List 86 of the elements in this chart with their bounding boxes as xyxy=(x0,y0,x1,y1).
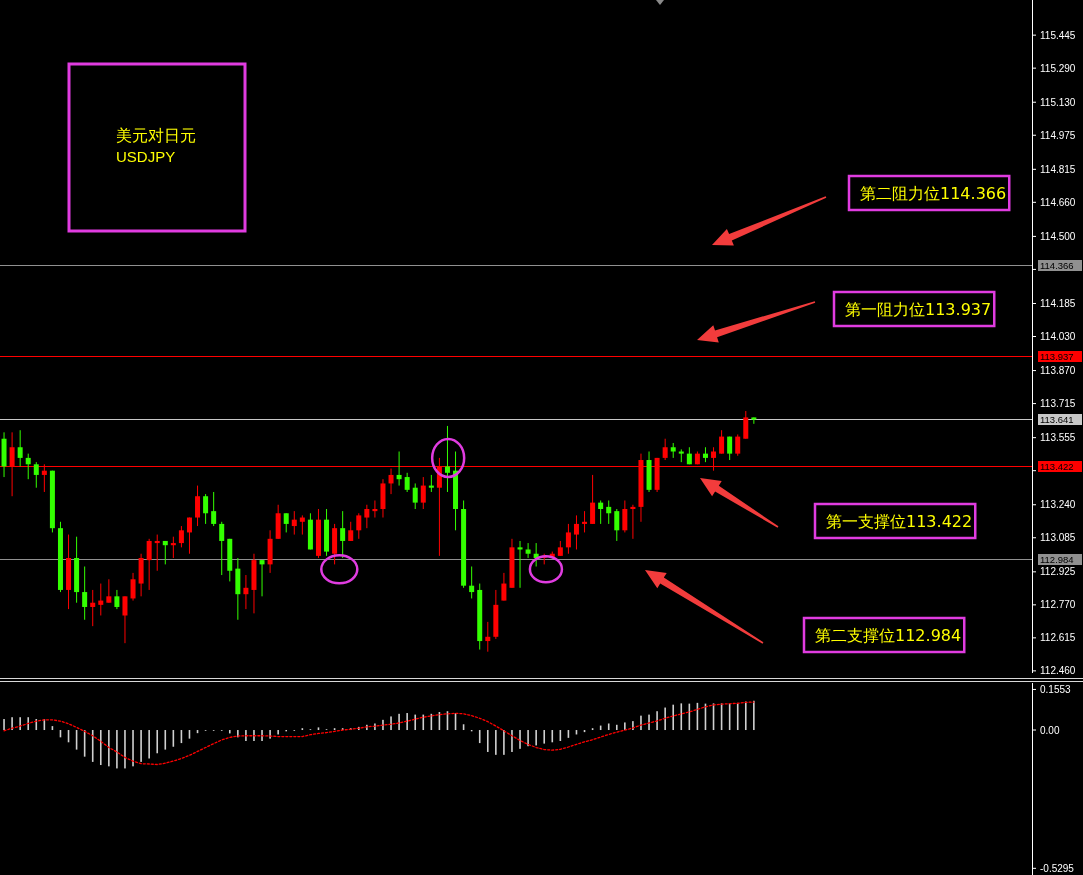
candlestick xyxy=(412,482,418,510)
annotation: 第一阻力位113.937 xyxy=(845,299,992,319)
candlestick xyxy=(356,512,362,540)
candlestick xyxy=(340,510,346,559)
candlestick xyxy=(170,536,176,559)
candlestick xyxy=(573,514,579,550)
candlestick xyxy=(186,517,192,555)
ref-line-label: 113.641 xyxy=(1040,413,1074,425)
candlestick xyxy=(598,499,604,525)
candlestick xyxy=(195,485,201,527)
candlestick xyxy=(348,521,354,542)
y-tick-label: 112.925 xyxy=(1040,566,1076,578)
candlestick xyxy=(719,429,725,455)
y-tick-label: 114.185 xyxy=(1040,297,1076,309)
candlestick xyxy=(622,499,628,533)
candlestick xyxy=(735,433,741,457)
candlestick xyxy=(219,521,225,576)
candlestick xyxy=(372,499,378,519)
y-tick-label: 115.130 xyxy=(1040,96,1076,108)
y-tick-label: 112.460 xyxy=(1040,665,1076,677)
y-tick-label: 114.975 xyxy=(1040,129,1076,141)
candlestick xyxy=(469,566,475,599)
candlestick xyxy=(444,425,450,493)
candlestick xyxy=(122,595,128,644)
candlestick xyxy=(630,504,636,540)
candlestick xyxy=(90,589,96,627)
candlestick xyxy=(743,410,749,440)
candlestick xyxy=(291,510,297,536)
text: 美元对日元 xyxy=(116,125,196,145)
y-tick-label: 112.615 xyxy=(1040,632,1076,644)
candlestick xyxy=(82,566,88,621)
candlestick xyxy=(590,474,596,525)
annotation: 第二支撑位112.984 xyxy=(815,625,962,645)
text: USDJPY xyxy=(116,148,176,166)
candlestick xyxy=(146,538,152,591)
y-tick-label: -0.5295 xyxy=(1040,862,1075,874)
candlestick xyxy=(565,523,571,555)
candlestick xyxy=(25,453,31,480)
candlestick xyxy=(364,504,370,529)
annotation: 第一支撑位113.422 xyxy=(826,511,973,531)
y-tick-label: 112.770 xyxy=(1040,599,1076,611)
y-tick-label: 0.1553 xyxy=(1040,683,1072,695)
candlestick xyxy=(420,476,426,510)
candlestick xyxy=(243,574,249,610)
candlestick xyxy=(154,534,160,572)
y-tick-label: 113.085 xyxy=(1040,532,1076,544)
y-tick-label: 115.445 xyxy=(1040,29,1076,41)
candlestick xyxy=(33,461,39,489)
candlestick xyxy=(485,621,491,653)
candlestick xyxy=(662,438,668,461)
candlestick xyxy=(114,589,120,610)
line-series xyxy=(3,701,755,766)
candlestick xyxy=(606,499,612,525)
candlestick xyxy=(525,542,531,559)
candlestick xyxy=(98,583,104,616)
candlestick xyxy=(396,451,402,487)
y-tick-label: 114.500 xyxy=(1040,230,1076,242)
y-tick-label: 113.715 xyxy=(1040,398,1076,410)
y-tick-label: 114.815 xyxy=(1040,163,1076,175)
y-tick-label: 0.00 xyxy=(1040,724,1060,736)
candlestick xyxy=(130,572,136,602)
ref-line-label: 112.984 xyxy=(1040,553,1074,565)
candlestick xyxy=(211,491,217,527)
candlestick xyxy=(404,472,410,493)
y-tick-label: 113.870 xyxy=(1040,365,1076,377)
ref-line-label: 114.366 xyxy=(1040,259,1074,271)
y-tick-label: 114.030 xyxy=(1040,331,1076,342)
annotation: 第二阻力位114.366 xyxy=(860,183,1007,203)
candlestick xyxy=(501,572,507,602)
candlestick xyxy=(178,525,184,548)
candlestick xyxy=(259,559,265,597)
ref-line-label: 113.937 xyxy=(1040,350,1074,362)
candlestick xyxy=(388,468,394,495)
candlestick xyxy=(106,578,112,604)
ref-line-label: 113.422 xyxy=(1040,460,1074,472)
candlestick xyxy=(283,512,289,533)
candlestick xyxy=(517,540,523,589)
candlestick xyxy=(614,508,620,542)
y-tick-label: 114.660 xyxy=(1040,196,1076,208)
y-tick-label: 113.240 xyxy=(1040,499,1076,511)
candlestick xyxy=(203,493,209,525)
y-tick-label: 115.290 xyxy=(1040,62,1076,74)
candlestick xyxy=(17,429,23,467)
candlestick xyxy=(299,514,305,536)
candlestick xyxy=(582,510,588,533)
y-tick-label: 113.555 xyxy=(1040,432,1076,444)
